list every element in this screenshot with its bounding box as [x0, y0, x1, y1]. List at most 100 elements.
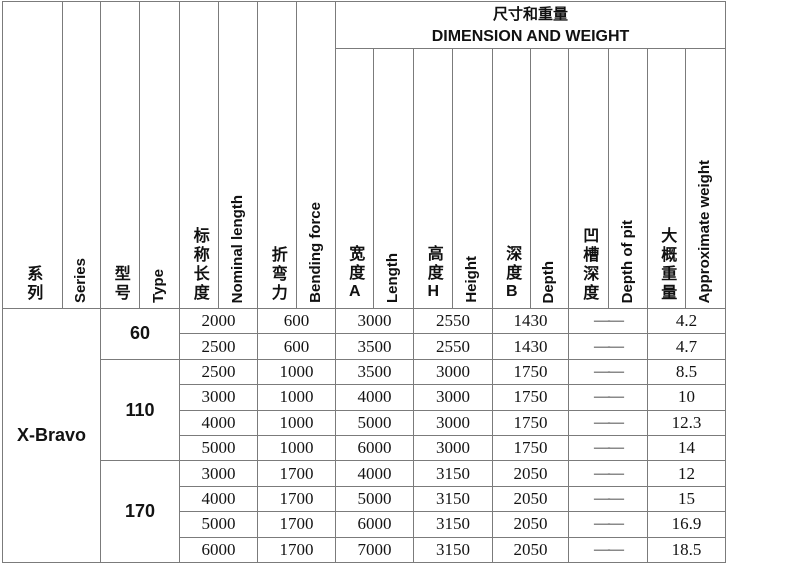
cell-pit-depth: ——	[568, 409, 648, 436]
cell-pit-depth: ——	[568, 536, 648, 563]
table-row: 170 3000 1700 4000 3150 2050 —— 12	[3, 460, 727, 563]
cell-height-h: 3150	[413, 536, 493, 563]
table-row: 4000 1700 5000 3150 2050 —— 15	[3, 485, 727, 513]
cell-depth-b: 2050	[492, 511, 569, 538]
cell-height-h: 2550	[413, 333, 493, 360]
cell-depth-b: 1430	[492, 333, 569, 360]
cell-pit-depth: ——	[568, 307, 648, 335]
cell-width-a: 7000	[335, 536, 414, 563]
cell-bending-force: 600	[257, 333, 336, 360]
cell-pit-depth: ——	[568, 485, 648, 513]
cell-height-h: 3000	[413, 384, 493, 411]
cell-bending-force: 600	[257, 307, 336, 335]
cell-depth-b: 2050	[492, 485, 569, 513]
pit-depth-en-label: Depth of pit	[618, 219, 636, 303]
cell-weight: 12.3	[646, 409, 727, 436]
type-cell-170: 170	[100, 460, 180, 563]
cell-width-a: 5000	[335, 485, 414, 513]
cell-depth-b: 1750	[492, 358, 569, 386]
header-cell-series-zh: 系列	[2, 1, 63, 309]
cell-width-a: 6000	[335, 434, 414, 462]
cell-nominal-length: 2000	[179, 307, 258, 335]
bending-force-en-label: Bending force	[306, 202, 324, 303]
cell-bending-force: 1700	[257, 536, 336, 563]
bending-force-zh-label: 折弯力	[268, 246, 286, 303]
type-cell-110: 110	[100, 358, 180, 462]
cell-bending-force: 1700	[257, 485, 336, 513]
cell-nominal-length: 5000	[179, 434, 258, 462]
depth-en-label: Depth	[540, 260, 558, 304]
cell-bending-force: 1000	[257, 358, 336, 386]
cell-width-a: 3500	[335, 358, 414, 386]
type-cell-60: 60	[100, 308, 180, 360]
length-en-label: Length	[384, 253, 402, 303]
cell-bending-force: 1000	[257, 384, 336, 411]
header-cell-type-en: Type	[139, 1, 180, 309]
header-cell-bending-force-zh: 折弯力	[257, 1, 297, 309]
cell-pit-depth: ——	[568, 384, 648, 411]
header-cell-depth-b-zh: 深度B	[492, 48, 531, 309]
dimension-weight-table: 系列 Series 型号 Type 标称长度 Nominal length 折弯…	[2, 1, 727, 563]
table-row: 6000 1700 7000 3150 2050 —— 18.5	[3, 536, 727, 563]
header-cell-length-en: Length	[373, 48, 414, 309]
header-row-sub: 宽度A Length 高度H Height 深度B Depth 凹槽深度 Dep…	[3, 48, 727, 309]
header-cell-width-a-zh: 宽度A	[335, 48, 374, 309]
cell-bending-force: 1700	[257, 460, 336, 487]
cell-depth-b: 2050	[492, 536, 569, 563]
header-cell-nominal-length-en: Nominal length	[218, 1, 258, 309]
pit-depth-zh-label: 凹槽深度	[580, 227, 598, 303]
type-zh-label: 型号	[111, 265, 129, 303]
cell-height-h: 3150	[413, 485, 493, 513]
header-row-top: 系列 Series 型号 Type 标称长度 Nominal length 折弯…	[2, 1, 727, 309]
header-cell-depth-en: Depth	[530, 48, 569, 309]
header-cell-series-en: Series	[62, 1, 101, 309]
cell-nominal-length: 3000	[179, 460, 258, 487]
cell-nominal-length: 6000	[179, 536, 258, 563]
group-header-en: DIMENSION AND WEIGHT	[431, 27, 630, 45]
header-cell-nominal-length-zh: 标称长度	[179, 1, 219, 309]
series-cell: X-Bravo	[2, 308, 101, 563]
header-cell-type-zh: 型号	[100, 1, 140, 309]
cell-weight: 18.5	[646, 536, 727, 563]
cell-bending-force: 1000	[257, 409, 336, 436]
table-row: 2500 600 3500 2550 1430 —— 4.7	[3, 333, 727, 360]
table-row: X-Bravo 60 2000 600 3000 2550 1430 —— 4.…	[2, 307, 727, 563]
cell-bending-force: 1700	[257, 511, 336, 538]
cell-height-h: 3000	[413, 358, 493, 386]
height-en-label: Height	[463, 256, 481, 303]
cell-nominal-length: 4000	[179, 485, 258, 513]
cell-nominal-length: 2500	[179, 358, 258, 386]
cell-nominal-length: 5000	[179, 511, 258, 538]
group-header-zh: 尺寸和重量	[493, 5, 569, 23]
width-a-zh-label: 宽度A	[346, 245, 364, 303]
cell-depth-b: 1750	[492, 384, 569, 411]
cell-width-a: 4000	[335, 384, 414, 411]
cell-pit-depth: ——	[568, 358, 648, 386]
cell-weight: 12	[646, 460, 727, 487]
cell-height-h: 3000	[413, 409, 493, 436]
cell-weight: 4.2	[646, 307, 727, 335]
cell-weight: 10	[646, 384, 727, 411]
cell-pit-depth: ——	[568, 333, 648, 360]
cell-height-h: 3000	[413, 434, 493, 462]
cell-depth-b: 1750	[492, 434, 569, 462]
table-row: 4000 1000 5000 3000 1750 —— 12.3	[3, 409, 727, 436]
cell-depth-b: 1430	[492, 307, 569, 335]
cell-width-a: 3000	[335, 307, 414, 335]
series-en-label: Series	[72, 257, 90, 303]
cell-weight: 16.9	[646, 511, 727, 538]
cell-height-h: 3150	[413, 460, 493, 487]
type-en-label: Type	[150, 269, 168, 303]
depth-b-zh-label: 深度B	[503, 245, 521, 303]
cell-width-a: 4000	[335, 460, 414, 487]
cell-nominal-length: 2500	[179, 333, 258, 360]
cell-height-h: 2550	[413, 307, 493, 335]
header-cell-weight-en: Approximate weight	[684, 48, 727, 309]
cell-width-a: 5000	[335, 409, 414, 436]
cell-depth-b: 2050	[492, 460, 569, 487]
cell-pit-depth: ——	[568, 434, 648, 462]
cell-weight: 15	[646, 485, 727, 513]
cell-nominal-length: 3000	[179, 384, 258, 411]
header-cell-pit-depth-en: Depth of pit	[608, 48, 648, 309]
